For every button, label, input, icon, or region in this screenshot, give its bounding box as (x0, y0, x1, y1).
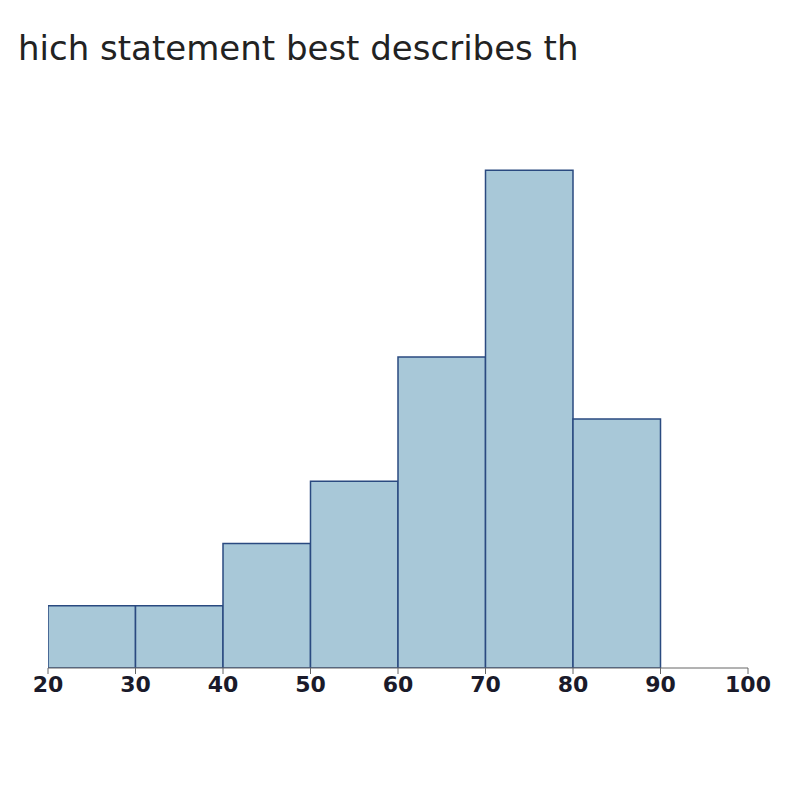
svg-text:40: 40 (208, 672, 239, 697)
svg-text:50: 50 (295, 672, 326, 697)
svg-text:80: 80 (558, 672, 589, 697)
svg-text:90: 90 (645, 672, 676, 697)
svg-text:30: 30 (120, 672, 151, 697)
svg-text:100: 100 (725, 672, 771, 697)
html-text:hich statement best describes: hich statement best describes th (18, 28, 579, 68)
svg-text:70: 70 (470, 672, 501, 697)
svg-text:20: 20 (33, 672, 64, 697)
svg-text:60: 60 (383, 672, 414, 697)
